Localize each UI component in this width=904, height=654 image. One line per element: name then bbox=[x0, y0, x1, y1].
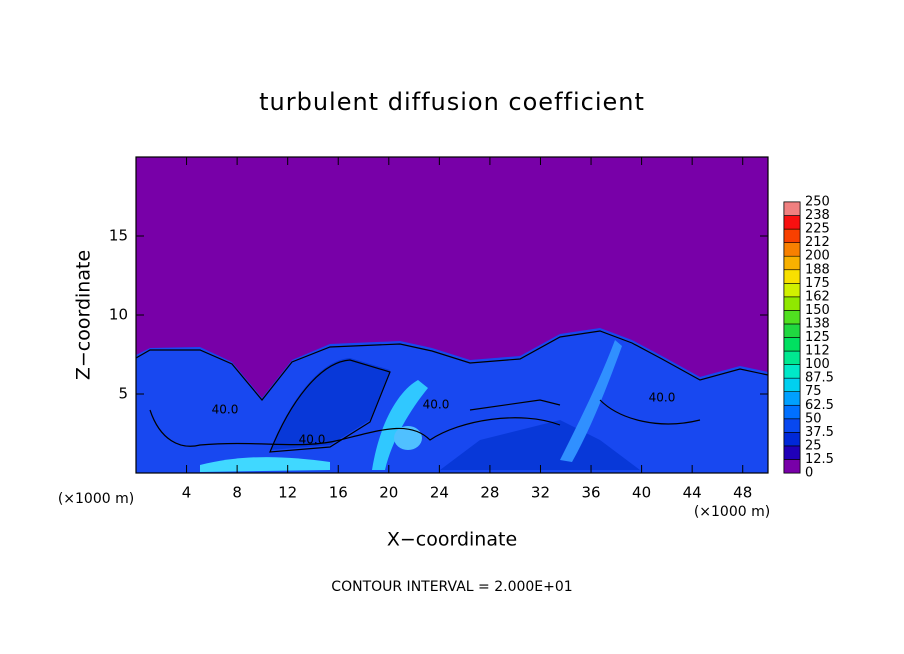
colorbar-label: 112 bbox=[805, 344, 830, 359]
colorbar-box bbox=[783, 296, 801, 311]
contour-label: 40.0 bbox=[649, 391, 676, 405]
colorbar-label: 100 bbox=[805, 357, 830, 372]
footnote: CONTOUR INTERVAL = 2.000E+01 bbox=[331, 579, 572, 595]
colorbar-label: 138 bbox=[805, 316, 830, 331]
colorbar-box bbox=[783, 350, 801, 365]
contour-label: 40.0 bbox=[299, 433, 326, 447]
colorbar-box bbox=[783, 242, 801, 257]
contour-label: 40.0 bbox=[212, 403, 239, 417]
x-tick-label: 8 bbox=[232, 484, 242, 502]
colorbar-label: 225 bbox=[805, 222, 830, 237]
colorbar-label: 75 bbox=[805, 384, 822, 399]
x-axis-label: X−coordinate bbox=[387, 529, 517, 551]
chart-title: turbulent diffusion coefficient bbox=[259, 88, 645, 116]
colorbar-box bbox=[783, 445, 801, 460]
colorbar-box bbox=[783, 201, 801, 216]
x-tick-label: 40 bbox=[632, 484, 651, 502]
colorbar-label: 162 bbox=[805, 289, 830, 304]
x-tick-label: 4 bbox=[182, 484, 192, 502]
colorbar-label: 37.5 bbox=[805, 425, 834, 440]
colorbar-box bbox=[783, 282, 801, 298]
x-tick-label: 12 bbox=[278, 484, 297, 502]
colorbar-box bbox=[783, 364, 801, 379]
colorbar-box bbox=[783, 215, 801, 230]
colorbar-label: 238 bbox=[805, 208, 830, 223]
colorbar-box bbox=[783, 269, 801, 284]
y-tick-label: 5 bbox=[118, 385, 128, 403]
colorbar-label: 125 bbox=[805, 330, 830, 345]
colorbar-box bbox=[783, 377, 801, 392]
colorbar-box bbox=[783, 310, 801, 325]
x-tick-label: 28 bbox=[480, 484, 499, 502]
colorbar-label: 25 bbox=[805, 438, 822, 453]
colorbar-box bbox=[783, 337, 801, 352]
colorbar-label: 62.5 bbox=[805, 398, 834, 413]
colorbar-box bbox=[783, 418, 801, 433]
colorbar-box bbox=[783, 228, 801, 243]
colorbar-label: 50 bbox=[805, 411, 822, 426]
field-streak bbox=[372, 380, 428, 470]
x-tick-label: 36 bbox=[581, 484, 600, 502]
colorbar-label: 200 bbox=[805, 249, 830, 264]
y-tick-label: 15 bbox=[109, 227, 128, 245]
field-streak bbox=[394, 426, 422, 450]
colorbar-label: 188 bbox=[805, 262, 830, 277]
x-tick-label: 48 bbox=[733, 484, 752, 502]
field-streak bbox=[560, 340, 622, 462]
colorbar-label: 250 bbox=[805, 195, 830, 210]
field-streak bbox=[200, 457, 330, 472]
contour-lines bbox=[135, 330, 769, 453]
x-unit: (×1000 m) bbox=[58, 491, 134, 507]
colorbar-box bbox=[783, 404, 801, 420]
field-region bbox=[440, 420, 640, 470]
y-tick-label: 10 bbox=[109, 306, 128, 324]
colorbar-label: 175 bbox=[805, 276, 830, 291]
x-tick-label: 32 bbox=[531, 484, 550, 502]
y-unit: (×1000 m) bbox=[694, 504, 770, 520]
colorbar-label: 87.5 bbox=[805, 371, 834, 386]
colorbar-label: 12.5 bbox=[805, 452, 834, 467]
colorbar-label: 0 bbox=[805, 466, 813, 481]
x-tick-label: 44 bbox=[683, 484, 702, 502]
field bbox=[135, 157, 769, 473]
colorbar-label: 212 bbox=[805, 235, 830, 250]
x-tick-label: 20 bbox=[379, 484, 398, 502]
field-region bbox=[270, 358, 390, 450]
colorbar-box bbox=[783, 323, 801, 338]
y-axis-label: Z−coordinate bbox=[73, 250, 95, 380]
colorbar-box bbox=[783, 391, 801, 406]
colorbar-label: 150 bbox=[805, 303, 830, 318]
colorbar-box bbox=[783, 459, 801, 474]
x-tick-label: 16 bbox=[329, 484, 348, 502]
contour-label: 40.0 bbox=[423, 398, 450, 412]
colorbar-box bbox=[783, 432, 801, 447]
colorbar-box bbox=[783, 255, 801, 271]
x-tick-label: 24 bbox=[430, 484, 449, 502]
